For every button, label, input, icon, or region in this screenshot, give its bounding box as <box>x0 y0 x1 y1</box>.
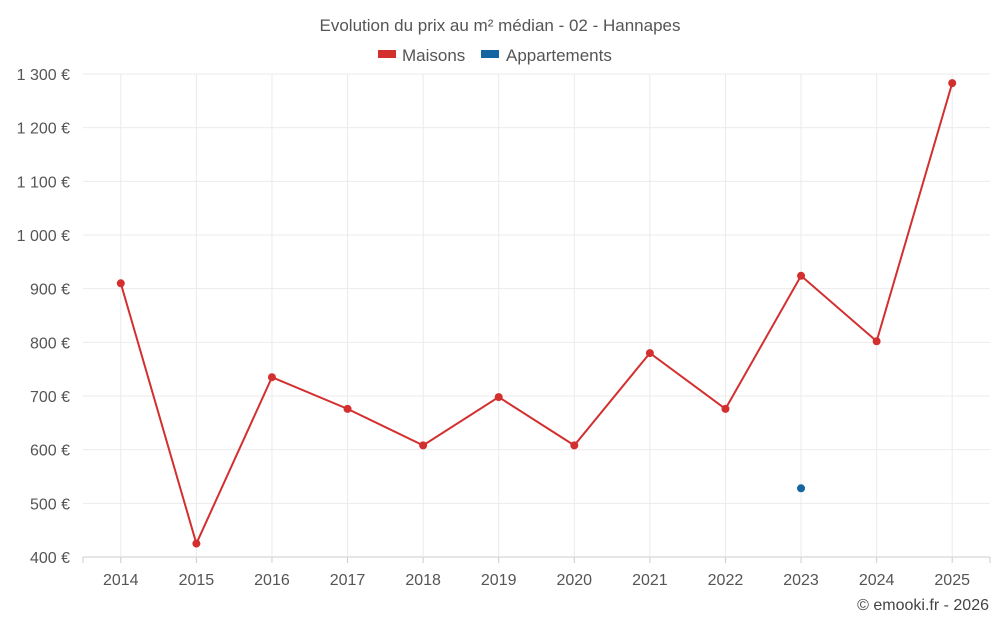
data-point-maisons[interactable] <box>192 539 201 548</box>
legend-label-appartements: Appartements <box>506 46 612 65</box>
x-tick-label: 2020 <box>556 572 592 589</box>
legend-item-maisons[interactable]: Maisons <box>378 46 465 65</box>
data-point-maisons[interactable] <box>948 79 957 88</box>
data-point-maisons[interactable] <box>721 404 730 413</box>
x-tick-label: 2015 <box>179 572 215 589</box>
x-tick-label: 2014 <box>103 572 139 589</box>
credit-text: © emooki.fr - 2026 <box>857 597 989 614</box>
legend-swatch-appartements <box>481 50 499 58</box>
data-point-maisons[interactable] <box>797 271 806 280</box>
x-tick-label: 2024 <box>859 572 895 589</box>
x-tick-label: 2016 <box>254 572 290 589</box>
y-tick-label: 1 100 € <box>17 174 70 191</box>
y-tick-label: 1 300 € <box>17 67 70 84</box>
x-tick-label: 2019 <box>481 572 517 589</box>
legend-label-maisons: Maisons <box>402 46 465 65</box>
data-point-maisons[interactable] <box>419 441 428 450</box>
y-tick-label: 1 000 € <box>17 228 70 245</box>
data-point-maisons[interactable] <box>645 349 654 358</box>
y-tick-label: 600 € <box>30 443 70 460</box>
y-tick-label: 800 € <box>30 335 70 352</box>
x-tick-label: 2021 <box>632 572 668 589</box>
data-point-maisons[interactable] <box>494 393 503 402</box>
data-point-maisons[interactable] <box>116 279 125 288</box>
data-point-maisons[interactable] <box>267 373 276 382</box>
y-tick-label: 900 € <box>30 282 70 299</box>
legend-swatch-maisons <box>378 50 396 58</box>
legend: Maisons Appartements <box>378 46 612 65</box>
y-tick-label: 1 200 € <box>17 121 70 138</box>
series-line-maisons <box>119 82 954 547</box>
data-point-maisons[interactable] <box>570 441 579 450</box>
chart-title: Evolution du prix au m² médian - 02 - Ha… <box>320 16 681 35</box>
data-point-maisons[interactable] <box>343 404 352 413</box>
x-tick-label: 2017 <box>330 572 366 589</box>
x-tick-label: 2022 <box>708 572 744 589</box>
legend-item-appartements[interactable]: Appartements <box>481 46 612 65</box>
y-tick-label: 400 € <box>30 550 70 567</box>
x-tick-label: 2018 <box>405 572 441 589</box>
data-point-maisons[interactable] <box>872 337 881 346</box>
y-tick-label: 500 € <box>30 496 70 513</box>
y-tick-label: 700 € <box>30 389 70 406</box>
x-tick-label: 2023 <box>783 572 819 589</box>
data-point-appartements[interactable] <box>797 484 806 493</box>
x-tick-label: 2025 <box>934 572 970 589</box>
